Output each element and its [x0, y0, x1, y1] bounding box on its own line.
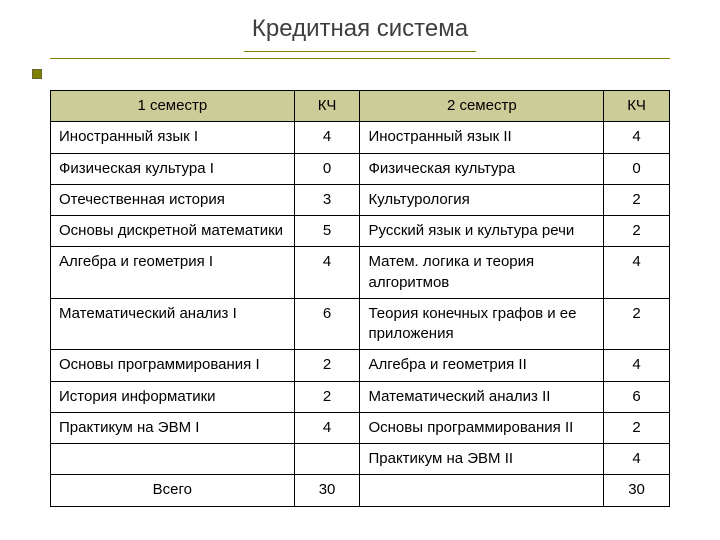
cell-subject: Алгебра и геометрия II [360, 350, 604, 381]
cell-subject: История информатики [51, 381, 295, 412]
credit-table: 1 семестр КЧ 2 семестр КЧ Иностранный яз… [50, 90, 670, 507]
cell-subject: Практикум на ЭВМ I [51, 412, 295, 443]
cell-credits: 2 [294, 381, 360, 412]
cell-subject: Математический анализ I [51, 298, 295, 350]
table-row: Основы программирования I 2 Алгебра и ге… [51, 350, 670, 381]
table-header-row: 1 семестр КЧ 2 семестр КЧ [51, 91, 670, 122]
cell-subject: Теория конечных графов и ее приложения [360, 298, 604, 350]
table-row: Алгебра и геометрия I 4 Матем. логика и … [51, 247, 670, 299]
cell-subject: Культурология [360, 184, 604, 215]
header-sem2: 2 семестр [360, 91, 604, 122]
cell-subject: Физическая культура [360, 153, 604, 184]
cell-credits: 5 [294, 216, 360, 247]
cell-credits: 0 [294, 153, 360, 184]
cell-subject: Физическая культура I [51, 153, 295, 184]
table-row-extra: Практикум на ЭВМ II 4 [51, 444, 670, 475]
cell-subject: Отечественная история [51, 184, 295, 215]
cell-credits: 6 [604, 381, 670, 412]
total-label: Всего [51, 475, 295, 506]
page-title: Кредитная система [244, 15, 476, 52]
header-sem1: 1 семестр [51, 91, 295, 122]
cell-empty [51, 444, 295, 475]
cell-empty [360, 475, 604, 506]
cell-credits: 2 [604, 184, 670, 215]
table-row-total: Всего 30 30 [51, 475, 670, 506]
cell-credits: 4 [294, 412, 360, 443]
cell-subject: Математический анализ II [360, 381, 604, 412]
table-row: Физическая культура I 0 Физическая культ… [51, 153, 670, 184]
cell-credits: 4 [604, 350, 670, 381]
cell-credits: 4 [294, 247, 360, 299]
total-credits-2: 30 [604, 475, 670, 506]
cell-subject: Алгебра и геометрия I [51, 247, 295, 299]
cell-subject: Основы программирования II [360, 412, 604, 443]
cell-credits: 4 [294, 122, 360, 153]
cell-credits: 2 [294, 350, 360, 381]
cell-credits: 6 [294, 298, 360, 350]
cell-subject: Основы программирования I [51, 350, 295, 381]
cell-credits: 2 [604, 216, 670, 247]
cell-credits: 2 [604, 412, 670, 443]
cell-subject: Практикум на ЭВМ II [360, 444, 604, 475]
title-underline [50, 58, 670, 60]
table-row: Практикум на ЭВМ I 4 Основы программиров… [51, 412, 670, 443]
table-row: Математический анализ I 6 Теория конечны… [51, 298, 670, 350]
table-row: История информатики 2 Математический ана… [51, 381, 670, 412]
table-row: Иностранный язык I 4 Иностранный язык II… [51, 122, 670, 153]
cell-credits: 4 [604, 122, 670, 153]
cell-empty [294, 444, 360, 475]
total-credits-1: 30 [294, 475, 360, 506]
table-row: Отечественная история 3 Культурология 2 [51, 184, 670, 215]
cell-subject: Иностранный язык I [51, 122, 295, 153]
cell-subject: Матем. логика и теория алгоритмов [360, 247, 604, 299]
cell-credits: 4 [604, 444, 670, 475]
cell-credits: 2 [604, 298, 670, 350]
accent-bullet [32, 69, 42, 79]
cell-subject: Русский язык и культура речи [360, 216, 604, 247]
cell-credits: 0 [604, 153, 670, 184]
table-row: Основы дискретной математики 5 Русский я… [51, 216, 670, 247]
header-kch1: КЧ [294, 91, 360, 122]
cell-subject: Иностранный язык II [360, 122, 604, 153]
header-kch2: КЧ [604, 91, 670, 122]
cell-subject: Основы дискретной математики [51, 216, 295, 247]
cell-credits: 3 [294, 184, 360, 215]
cell-credits: 4 [604, 247, 670, 299]
